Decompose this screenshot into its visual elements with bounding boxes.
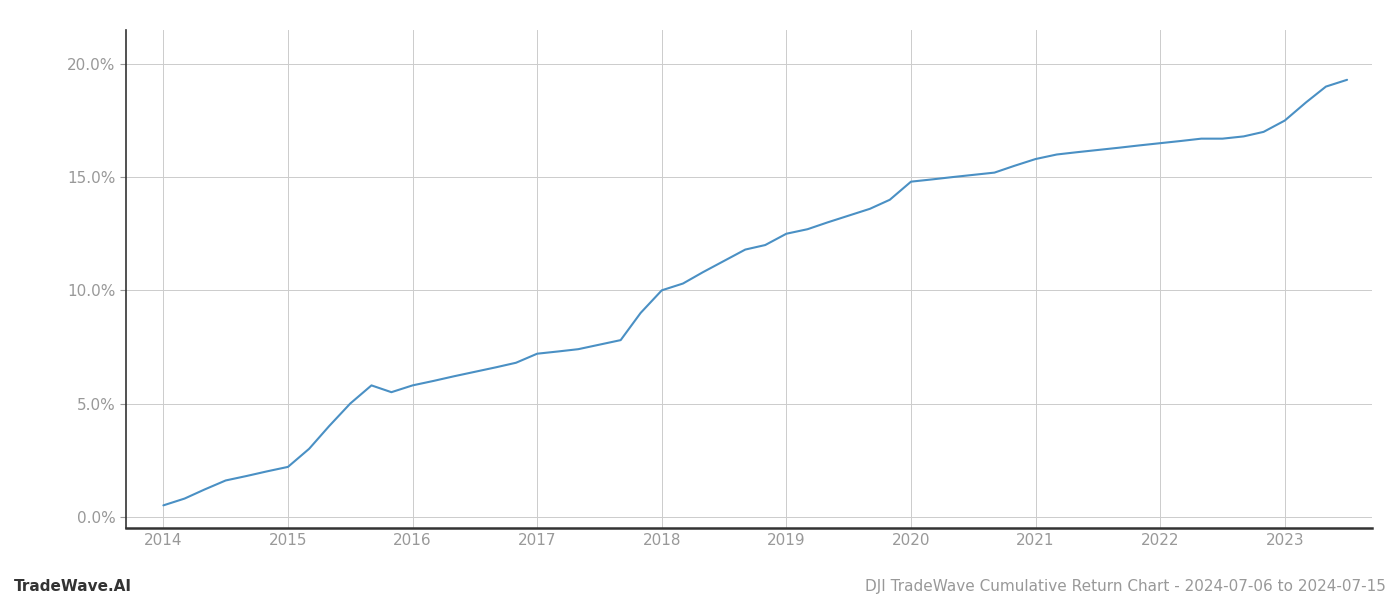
Text: TradeWave.AI: TradeWave.AI (14, 579, 132, 594)
Text: DJI TradeWave Cumulative Return Chart - 2024-07-06 to 2024-07-15: DJI TradeWave Cumulative Return Chart - … (865, 579, 1386, 594)
